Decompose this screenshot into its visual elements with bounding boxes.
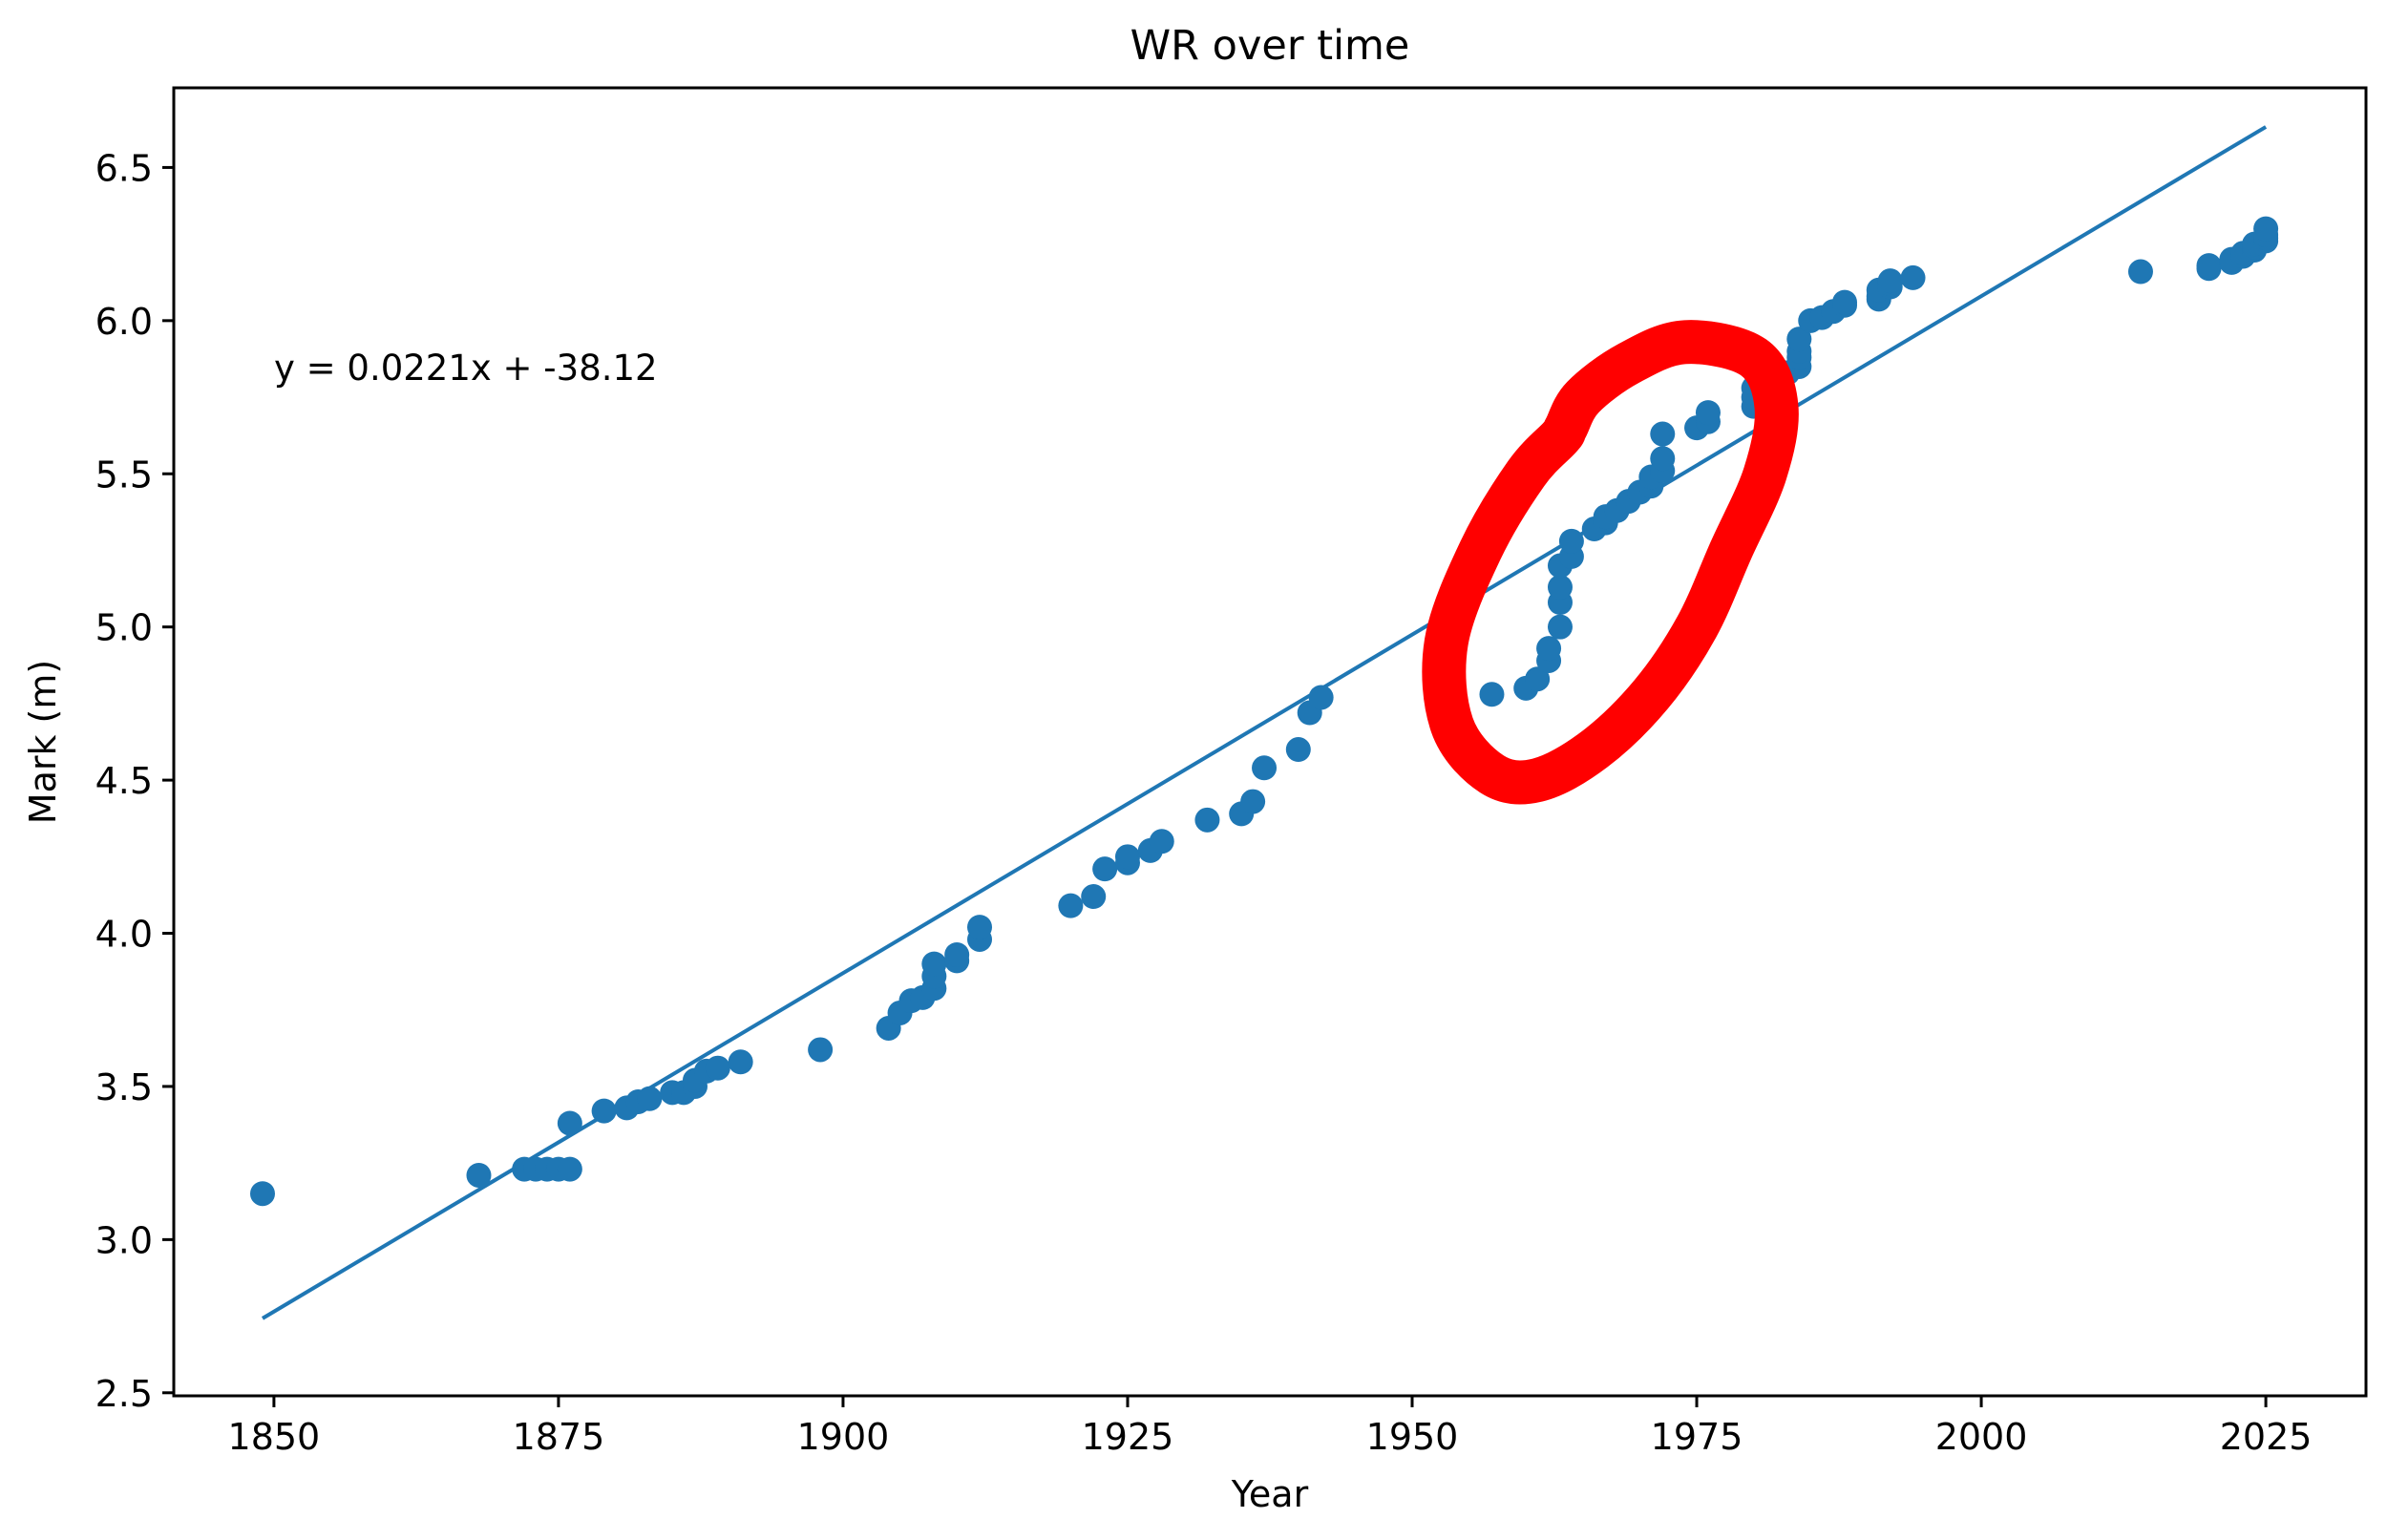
y-tick-label: 4.5 xyxy=(95,760,153,802)
plot-area: 1850 1875 1900 1925 1950 1975 2000 2025 2.5 3.0 3.… xyxy=(95,86,2368,1458)
x-axis-label: Year xyxy=(1231,1473,1309,1515)
data-point xyxy=(705,1055,730,1081)
data-point xyxy=(944,941,970,967)
x-tick-label: 1875 xyxy=(513,1416,605,1458)
x-tick-label: 2025 xyxy=(2220,1416,2313,1458)
x-tick-label: 2000 xyxy=(1935,1416,2028,1458)
data-point xyxy=(1058,893,1084,918)
data-point xyxy=(1308,685,1334,710)
data-point xyxy=(466,1162,492,1188)
x-tick-label: 1925 xyxy=(1082,1416,1174,1458)
data-point xyxy=(2196,253,2222,279)
y-tick-label: 6.5 xyxy=(95,147,153,189)
data-point xyxy=(1547,614,1573,640)
highlight-circle xyxy=(1422,320,1799,805)
data-point xyxy=(967,915,993,940)
data-point xyxy=(1650,421,1676,447)
y-axis-label: Mark (m) xyxy=(22,660,64,824)
data-point xyxy=(1900,264,1926,290)
data-point xyxy=(1240,789,1266,814)
x-tick-label: 1950 xyxy=(1366,1416,1459,1458)
data-point xyxy=(1092,856,1118,882)
data-point xyxy=(1114,844,1140,870)
data-point xyxy=(1081,884,1107,910)
data-point xyxy=(2253,216,2279,242)
x-tick-label: 1850 xyxy=(228,1416,321,1458)
data-point xyxy=(2127,259,2153,285)
x-tick-label: 1900 xyxy=(797,1416,890,1458)
data-point xyxy=(1650,446,1676,472)
data-point xyxy=(921,951,947,977)
data-point xyxy=(808,1037,834,1063)
data-point xyxy=(1786,327,1812,352)
data-point xyxy=(249,1181,275,1207)
y-tick-label: 5.0 xyxy=(95,607,153,649)
y-tick-label: 4.0 xyxy=(95,914,153,956)
fit-equation-annotation: y = 0.0221x + -38.12 xyxy=(274,348,658,389)
data-point xyxy=(1877,268,1903,294)
data-point xyxy=(1149,829,1174,854)
data-point xyxy=(1832,289,1858,315)
data-point xyxy=(1547,574,1573,600)
chart-title: WR over time xyxy=(1130,22,1410,70)
data-point xyxy=(1285,737,1311,763)
data-point xyxy=(637,1086,663,1111)
data-point xyxy=(1558,528,1584,554)
data-point xyxy=(1252,755,1278,781)
data-point xyxy=(1479,682,1505,707)
data-point xyxy=(1194,807,1220,833)
data-point xyxy=(557,1156,582,1182)
data-point xyxy=(591,1098,617,1124)
data-point xyxy=(1525,666,1551,692)
x-tick-label: 1975 xyxy=(1651,1416,1743,1458)
data-point xyxy=(1695,400,1721,426)
y-tick-label: 6.0 xyxy=(95,301,153,343)
data-point xyxy=(728,1049,753,1075)
y-tick-label: 3.5 xyxy=(95,1066,153,1108)
y-tick-label: 3.0 xyxy=(95,1219,153,1261)
y-tick-label: 5.5 xyxy=(95,454,153,496)
data-point xyxy=(1536,636,1562,662)
y-tick-label: 2.5 xyxy=(95,1373,153,1415)
data-point xyxy=(557,1110,582,1136)
axes-frame xyxy=(172,86,2368,1398)
